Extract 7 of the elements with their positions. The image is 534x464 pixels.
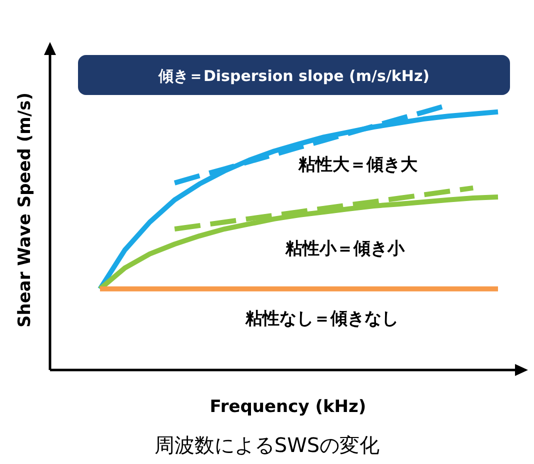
- annotation: 粘性なし＝傾きなし: [244, 309, 398, 329]
- y-axis-title: Shear Wave Speed (m/s): [15, 92, 35, 328]
- annotation: 粘性大＝傾き大: [298, 155, 418, 175]
- x-axis-title: Frequency (kHz): [210, 397, 366, 417]
- text: 周波数によるSWSの変化: [154, 433, 380, 457]
- annotation: 粘性小＝傾き小: [284, 239, 406, 259]
- chart-title: 傾き＝Dispersion slope (m/s/kHz): [157, 67, 430, 85]
